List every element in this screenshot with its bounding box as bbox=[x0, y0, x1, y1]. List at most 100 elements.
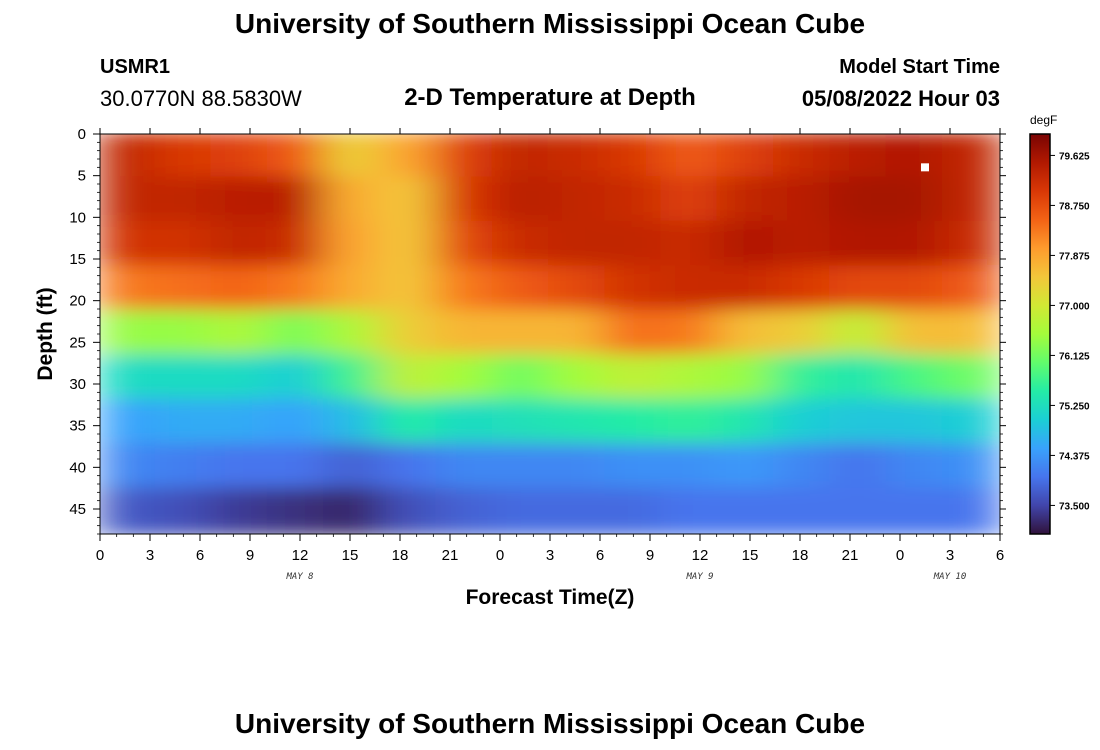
heatmap-cell bbox=[885, 176, 946, 225]
heatmap-cell bbox=[660, 176, 721, 225]
heatmap-cell bbox=[716, 134, 777, 181]
heatmap-cell bbox=[379, 220, 440, 270]
heatmap-cell bbox=[491, 265, 552, 314]
heatmap-cell bbox=[604, 134, 665, 181]
heatmap-cell bbox=[210, 309, 271, 359]
heatmap-cell bbox=[660, 487, 721, 534]
heatmap-cell bbox=[266, 398, 327, 448]
heatmap-cell bbox=[266, 309, 327, 359]
heatmap-cell bbox=[716, 265, 777, 314]
station-id: USMR1 bbox=[100, 56, 171, 78]
heatmap-cell bbox=[885, 309, 946, 359]
heatmap-cell bbox=[100, 134, 159, 181]
heatmap-cell bbox=[210, 176, 271, 225]
heatmap-cell bbox=[885, 220, 946, 270]
heatmap-cell bbox=[773, 398, 834, 448]
heatmap-cell bbox=[379, 265, 440, 314]
heatmap-cell bbox=[323, 398, 384, 448]
heatmap-cell bbox=[941, 443, 1000, 492]
heatmap-cell bbox=[773, 354, 834, 403]
colorbar-tick-label: 77.875 bbox=[1059, 251, 1090, 262]
heatmap-cell bbox=[435, 176, 496, 225]
heatmap-cell bbox=[491, 220, 552, 270]
x-tick-label: 15 bbox=[342, 547, 359, 564]
x-axis-title: Forecast Time(Z) bbox=[466, 586, 635, 609]
heatmap-cell bbox=[154, 265, 215, 314]
location-marker bbox=[921, 163, 929, 172]
heatmap-cell bbox=[435, 487, 496, 534]
heatmap-cell bbox=[548, 354, 609, 403]
heatmap-cell bbox=[941, 176, 1000, 225]
y-tick-label: 10 bbox=[69, 209, 86, 226]
chart-subtitle: 2-D Temperature at Depth bbox=[404, 84, 696, 111]
heatmap-cell bbox=[660, 443, 721, 492]
heatmap-cell bbox=[604, 398, 665, 448]
heatmap-cell bbox=[773, 487, 834, 534]
heatmap-cell bbox=[604, 220, 665, 270]
heatmap-cell bbox=[266, 176, 327, 225]
colorbar-tick-label: 76.125 bbox=[1059, 351, 1090, 362]
station-coords: 30.0770N 88.5830W bbox=[100, 86, 302, 111]
x-tick-label: 12 bbox=[292, 547, 309, 564]
colorbar-tick-label: 78.750 bbox=[1059, 201, 1090, 212]
heatmap-cell bbox=[100, 220, 159, 270]
x-tick-label: 3 bbox=[546, 547, 554, 564]
heatmap-cell bbox=[716, 176, 777, 225]
heatmap-cell bbox=[154, 443, 215, 492]
heatmap-cell bbox=[660, 265, 721, 314]
x-tick-label: 6 bbox=[596, 547, 604, 564]
heatmap-cell bbox=[491, 309, 552, 359]
heatmap-cell bbox=[604, 309, 665, 359]
heatmap-cell bbox=[491, 487, 552, 534]
x-tick-label: 0 bbox=[496, 547, 504, 564]
heatmap-cell bbox=[604, 443, 665, 492]
heatmap-cell bbox=[885, 354, 946, 403]
heatmap-cell bbox=[210, 398, 271, 448]
heatmap-cell bbox=[548, 176, 609, 225]
heatmap-cell bbox=[210, 487, 271, 534]
model-start-label: Model Start Time bbox=[839, 56, 1000, 78]
heatmap-cell bbox=[716, 309, 777, 359]
y-tick-label: 35 bbox=[69, 418, 86, 435]
heatmap-cell bbox=[323, 176, 384, 225]
x-tick-label: 9 bbox=[646, 547, 654, 564]
heatmap-cell bbox=[210, 265, 271, 314]
heatmap-cell bbox=[154, 309, 215, 359]
heatmap-cell bbox=[941, 354, 1000, 403]
heatmap-cell bbox=[941, 265, 1000, 314]
heatmap-cell bbox=[435, 265, 496, 314]
y-tick-label: 45 bbox=[69, 501, 86, 518]
heatmap-cell bbox=[323, 443, 384, 492]
heatmap-cell bbox=[323, 134, 384, 181]
heatmap-cell bbox=[210, 134, 271, 181]
day-label: MAY 8 bbox=[285, 572, 313, 582]
heatmap-cell bbox=[154, 398, 215, 448]
heatmap-cell bbox=[100, 443, 159, 492]
heatmap-cell bbox=[829, 398, 890, 448]
colorbar-unit: degF bbox=[1030, 113, 1057, 127]
x-tick-label: 21 bbox=[442, 547, 459, 564]
heatmap-cell bbox=[379, 354, 440, 403]
heatmap-cell bbox=[379, 487, 440, 534]
x-tick-label: 3 bbox=[146, 547, 154, 564]
heatmap-cell bbox=[716, 443, 777, 492]
heatmap-cell bbox=[885, 487, 946, 534]
y-tick-label: 15 bbox=[69, 251, 86, 268]
heatmap-cell bbox=[941, 220, 1000, 270]
heatmap-cell bbox=[435, 354, 496, 403]
heatmap-cell bbox=[716, 354, 777, 403]
heatmap-cell bbox=[154, 134, 215, 181]
x-tick-label: 0 bbox=[96, 547, 104, 564]
heatmap-cell bbox=[773, 443, 834, 492]
x-tick-label: 21 bbox=[842, 547, 859, 564]
heatmap-cell bbox=[266, 443, 327, 492]
y-tick-label: 40 bbox=[69, 459, 86, 476]
heatmap-cell bbox=[323, 220, 384, 270]
heatmap-cell bbox=[660, 398, 721, 448]
x-axis: 0 3 6 9 12 15 18 21 0 3 6 9 12 15 18 21 0 3 6 MAY 8 MAY 9 MAY… bbox=[96, 128, 1004, 582]
heatmap-cell bbox=[829, 487, 890, 534]
x-tick-label: 12 bbox=[692, 547, 709, 564]
heatmap-cell bbox=[773, 176, 834, 225]
heatmap-cell bbox=[379, 176, 440, 225]
heatmap-cell bbox=[323, 487, 384, 534]
